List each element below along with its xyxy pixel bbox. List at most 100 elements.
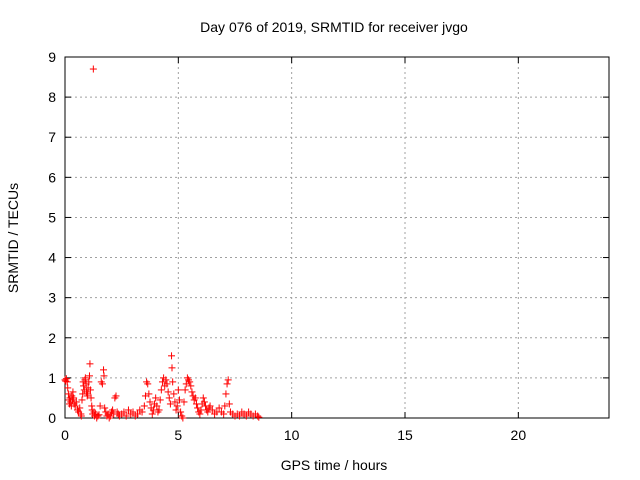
data-point [124, 406, 132, 414]
data-point [85, 378, 93, 386]
data-point [138, 408, 146, 416]
data-point [69, 388, 77, 396]
x-tick-label: 0 [61, 427, 69, 443]
data-point [157, 386, 165, 394]
data-point [101, 404, 109, 412]
grid-lines [65, 57, 609, 418]
y-tick-label: 1 [48, 370, 56, 386]
data-point [169, 378, 177, 386]
data-point [153, 402, 161, 410]
data-point [112, 392, 120, 400]
data-point [63, 378, 71, 386]
data-point [171, 398, 179, 406]
data-point [96, 402, 104, 410]
data-point [71, 402, 79, 410]
y-tick-label: 2 [48, 330, 56, 346]
data-point [86, 386, 94, 394]
data-point [220, 410, 228, 418]
data-point [172, 406, 180, 414]
data-point [208, 406, 216, 414]
data-point [223, 380, 231, 388]
x-tick-label: 5 [174, 427, 182, 443]
data-point [77, 412, 85, 420]
data-points [61, 65, 263, 422]
data-point [72, 398, 80, 406]
data-point [95, 411, 103, 419]
data-point [144, 380, 152, 388]
chart-title: Day 076 of 2019, SRMTID for receiver jvg… [200, 19, 468, 35]
y-tick-label: 5 [48, 209, 56, 225]
x-axis-label: GPS time / hours [281, 457, 388, 473]
data-point [162, 376, 170, 384]
x-tick-label: 10 [284, 427, 300, 443]
data-point [165, 394, 173, 402]
data-point [146, 398, 154, 406]
data-point [196, 410, 204, 418]
data-point [140, 402, 148, 410]
data-point [164, 388, 172, 396]
data-point [98, 380, 106, 388]
data-point [204, 408, 212, 416]
data-point [148, 410, 156, 418]
tick-labels: 0 1 2 3 4 5 6 7 8 9 0 5 10 15 20 [48, 49, 526, 443]
data-point [129, 408, 137, 416]
data-point [120, 408, 128, 416]
data-point [100, 372, 108, 380]
data-point [173, 402, 181, 410]
y-tick-label: 0 [48, 410, 56, 426]
data-point [191, 394, 199, 402]
data-point [84, 390, 92, 398]
y-tick-label: 8 [48, 89, 56, 105]
data-point [62, 375, 70, 383]
data-point [168, 352, 176, 360]
data-point [86, 360, 94, 368]
data-point [181, 386, 189, 394]
data-point [122, 412, 130, 420]
y-tick-label: 7 [48, 129, 56, 145]
data-point [145, 390, 153, 398]
y-tick-label: 6 [48, 169, 56, 185]
y-axis-label: SRMTID / TECUs [5, 183, 21, 293]
data-point [89, 65, 97, 73]
data-point [109, 406, 117, 414]
data-point [206, 402, 214, 410]
data-point [222, 390, 230, 398]
data-point [174, 386, 182, 394]
data-point [87, 394, 95, 402]
axis-ticks [64, 56, 609, 419]
data-point [85, 372, 93, 380]
data-point [200, 398, 208, 406]
data-point [199, 394, 207, 402]
data-point [180, 398, 188, 406]
data-point [100, 366, 108, 374]
plot-frame [64, 56, 610, 419]
data-point [224, 376, 232, 384]
x-tick-label: 20 [511, 427, 527, 443]
data-point [156, 396, 164, 404]
data-point [163, 380, 171, 388]
data-point [187, 382, 195, 390]
data-point [81, 374, 89, 382]
data-point [134, 410, 142, 418]
data-point [215, 404, 223, 412]
data-point [179, 414, 187, 422]
y-tick-label: 3 [48, 290, 56, 306]
data-point [152, 394, 160, 402]
data-point [155, 406, 163, 414]
x-tick-label: 15 [397, 427, 413, 443]
y-tick-label: 9 [48, 49, 56, 65]
data-point [188, 388, 196, 396]
data-point [225, 400, 233, 408]
data-point [242, 412, 250, 420]
data-point [186, 378, 194, 386]
data-point [78, 396, 86, 404]
data-point [168, 364, 176, 372]
data-point [166, 400, 174, 408]
data-point [94, 412, 102, 420]
data-point [236, 412, 244, 420]
data-point [170, 390, 178, 398]
data-point [177, 408, 185, 416]
data-point [255, 413, 263, 421]
data-point [70, 394, 78, 402]
